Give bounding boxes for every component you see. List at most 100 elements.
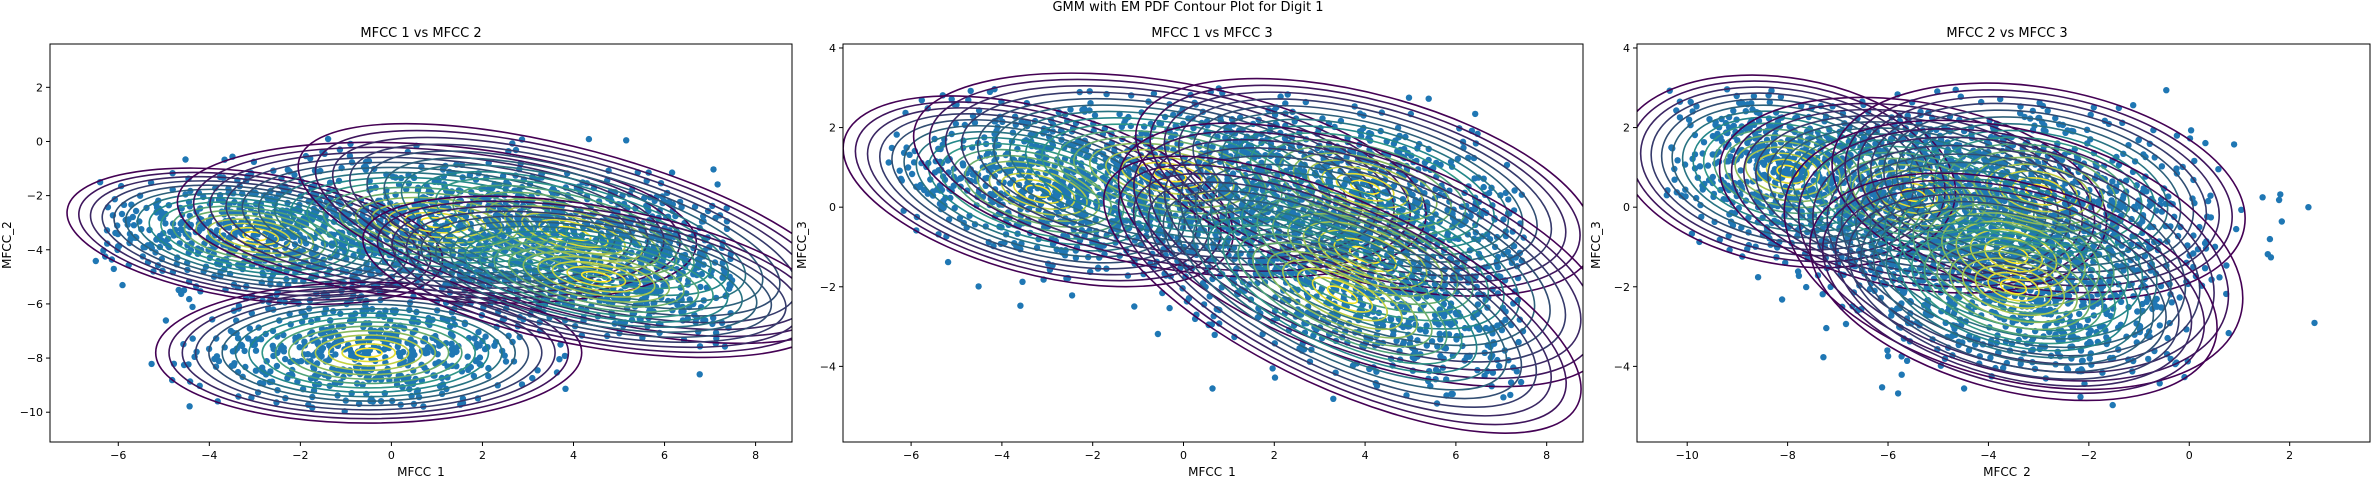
contour-line [405, 210, 787, 344]
y-tick-label: 2 [36, 81, 43, 94]
contour-line [354, 347, 383, 358]
scatter-point [1500, 216, 1507, 223]
scatter-point [325, 356, 333, 364]
contour-line [420, 215, 773, 339]
scatter-point [896, 167, 903, 174]
scatter-point [125, 216, 132, 223]
subplot-3-title: MFCC 2 vs MFCC 3 [1946, 26, 2067, 41]
contour-line [537, 255, 656, 298]
scatter-point [405, 180, 413, 187]
scatter-point [1480, 183, 1487, 191]
scatter-point [1474, 301, 1482, 308]
scatter-point [436, 342, 443, 349]
scatter-point [1489, 324, 1496, 331]
scatter-point [918, 97, 925, 104]
subplot-2-plot-area [843, 72, 1583, 434]
subplot-2-title: MFCC 1 vs MFCC 3 [1151, 26, 1272, 41]
scatter-point [1518, 191, 1526, 198]
contour-line [464, 230, 729, 323]
contour-line [322, 186, 552, 259]
scatter-point [982, 175, 989, 182]
scatter-point [1131, 303, 1138, 310]
scatter-point [332, 351, 339, 358]
y-tick-label: −10 [20, 406, 43, 419]
contour-line [257, 166, 617, 279]
scatter-point [238, 342, 246, 350]
scatter-point [359, 381, 366, 388]
subplot-2-ylabel: MFCC_3 [795, 221, 809, 269]
scatter-point [501, 352, 508, 359]
scatter-point [971, 119, 979, 127]
scatter-point [948, 96, 955, 103]
contour-line [551, 260, 641, 293]
scatter-point [475, 328, 482, 336]
scatter-point [696, 371, 703, 378]
scatter-point [260, 380, 267, 387]
scatter-point [112, 229, 119, 237]
scatter-point [118, 210, 126, 218]
scatter-point [110, 265, 118, 273]
scatter-point [319, 345, 327, 352]
scatter-point [944, 258, 952, 266]
x-tick-label: −6 [110, 449, 126, 462]
scatter-point [1425, 95, 1432, 102]
scatter-point [177, 226, 185, 233]
scatter-point [291, 171, 298, 179]
scatter-point [280, 331, 287, 339]
scatter-point [1423, 322, 1430, 329]
scatter-point [893, 131, 900, 138]
scatter-point [714, 181, 721, 188]
scatter-point [187, 187, 194, 195]
scatter-point [956, 175, 964, 182]
contour-line [225, 156, 649, 289]
scatter-point [1494, 264, 1502, 271]
scatter-point [196, 227, 203, 234]
contour-line [181, 290, 556, 416]
scatter-point [1507, 379, 1515, 386]
scatter-point [212, 363, 220, 370]
scatter-point [1475, 174, 1482, 181]
x-tick-label: −4 [201, 449, 217, 462]
scatter-point [114, 243, 122, 250]
contour-line [435, 177, 712, 290]
subplot-1: MFCC 1 vs MFCC 2 MFCC_1 MFCC_2 [0, 26, 482, 478]
contour-line [274, 321, 463, 385]
contour-line [221, 303, 517, 402]
scatter-point [396, 352, 404, 360]
contour-line [301, 329, 437, 376]
contour-line [183, 209, 326, 263]
scatter-point [1271, 374, 1279, 381]
scatter-point [906, 151, 913, 158]
scatter-point [425, 188, 432, 196]
scatter-point [349, 353, 356, 360]
scatter-point [119, 281, 126, 289]
scatter-point [1505, 196, 1512, 203]
scatter-point [696, 343, 704, 350]
scatter-point [660, 282, 667, 289]
scatter-point [473, 340, 480, 348]
scatter-point [408, 356, 416, 363]
scatter-point [623, 137, 630, 144]
scatter-point [516, 333, 523, 341]
scatter-point [678, 203, 685, 211]
scatter-point [1496, 362, 1503, 370]
scatter-point [960, 162, 967, 169]
scatter-point [702, 317, 709, 324]
scatter-point [1436, 330, 1443, 337]
contour-line [435, 220, 758, 334]
contour-line [248, 312, 490, 394]
x-tick-label: −2 [292, 449, 308, 462]
scatter-point [189, 335, 196, 342]
contour-line [449, 225, 743, 328]
scatter-point [1118, 123, 1126, 130]
contour-line [376, 200, 792, 354]
contour-line [493, 240, 700, 313]
contour-line [391, 205, 792, 349]
scatter-point [1017, 302, 1024, 309]
subplot-1-xlabel: MFCC_1 [397, 465, 445, 478]
scatter-point [1444, 206, 1451, 214]
scatter-point [557, 341, 564, 348]
contour-line [580, 270, 612, 283]
scatter-point [153, 209, 160, 216]
